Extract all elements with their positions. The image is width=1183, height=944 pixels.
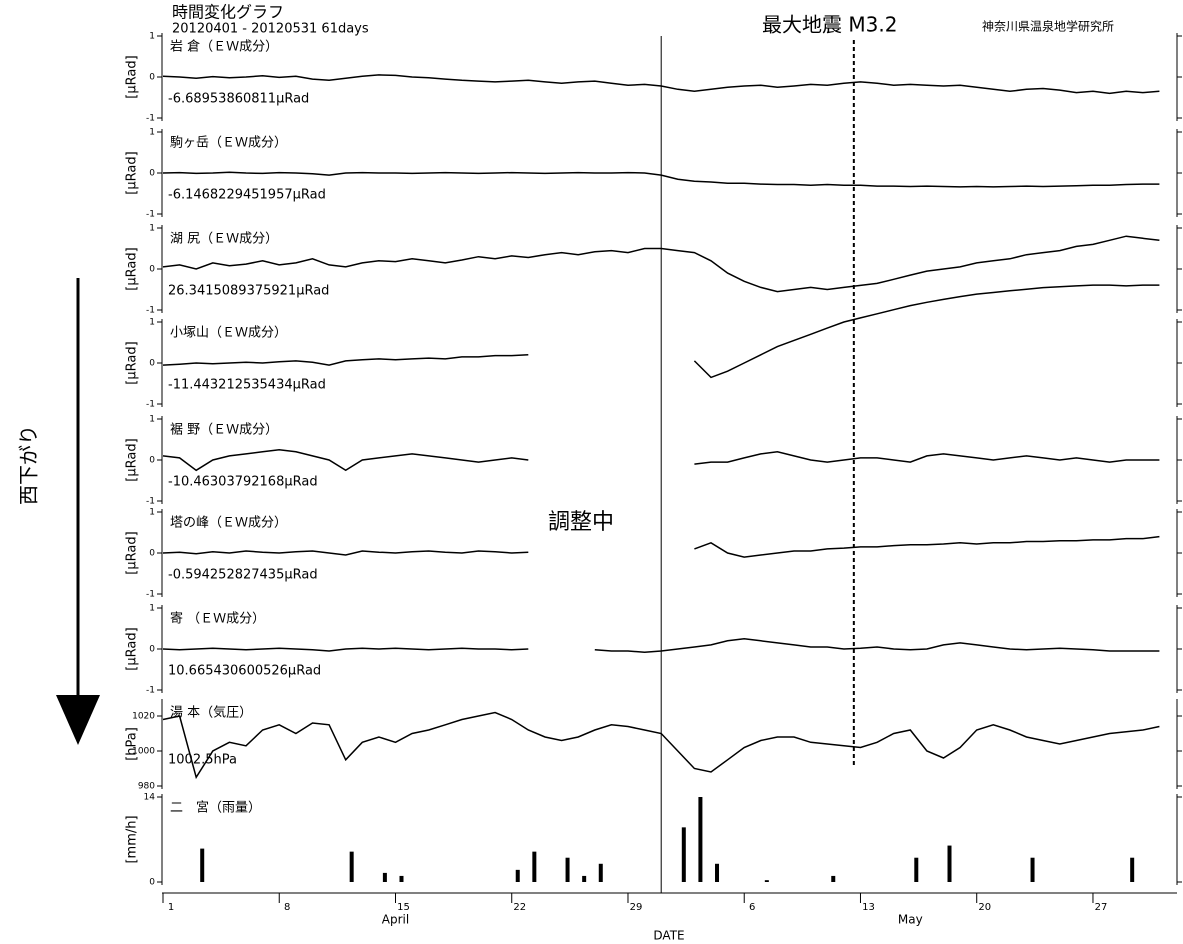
y-tick-label: 1: [149, 604, 155, 614]
y-tick-label: 14: [144, 793, 156, 803]
x-axis-label: DATE: [653, 929, 684, 943]
panel-name: 岩 倉（ＥＷ成分）: [170, 40, 278, 55]
series-line: [162, 535, 1160, 558]
institute: 神奈川県温泉地学研究所: [982, 19, 1114, 34]
panel-name: 塔の峰（ＥＷ成分）: [170, 516, 287, 531]
y-tick-label: -1: [146, 400, 155, 410]
panel-name: 駒ヶ岳（ＥＷ成分）: [170, 136, 287, 151]
y-tick-label: 1000: [132, 747, 155, 757]
bar: [1130, 857, 1135, 882]
value-label: -0.594252827435μRad: [168, 568, 318, 583]
value-label: -10.46303792168μRad: [168, 475, 318, 490]
y-tick-label: -1: [146, 686, 155, 696]
value-label: 10.665430600526μRad: [168, 664, 321, 679]
y-tick-label: -1: [146, 114, 155, 124]
bar: [532, 851, 537, 882]
x-tick-label: 27: [1095, 902, 1108, 913]
y-axis-label: [μRad]: [125, 247, 140, 290]
y-axis-label: [μRad]: [125, 627, 140, 670]
x-tick-label: 6: [749, 902, 755, 913]
value-label: -6.68953860811μRad: [168, 92, 309, 107]
bar: [947, 845, 952, 882]
y-tick-label: 1: [149, 508, 155, 518]
y-tick-label: 0: [149, 645, 155, 655]
panel-name: 湖 尻（ＥＷ成分）: [170, 232, 278, 247]
y-tick-label: 0: [149, 169, 155, 179]
direction-label: 西下がり: [17, 425, 41, 505]
earthquake-label: 最大地震 M3.2: [762, 13, 897, 37]
series-line: [162, 638, 1160, 654]
y-tick-label: -1: [146, 210, 155, 220]
y-axis-label: [μRad]: [125, 341, 140, 384]
y-tick-label: 1020: [132, 712, 155, 722]
y-tick-label: 1: [149, 128, 155, 138]
value-label: 26.3415089375921μRad: [168, 284, 329, 299]
value-label: -6.1468229451957μRad: [168, 188, 326, 203]
y-tick-label: 0: [149, 456, 155, 466]
y-tick-label: 1: [149, 32, 155, 42]
panel-name: 裾 野（ＥＷ成分）: [170, 423, 278, 438]
status-label: 調整中: [548, 510, 614, 535]
y-axis-label: [μRad]: [125, 151, 140, 194]
series-line: [162, 284, 1160, 379]
bar: [382, 872, 387, 882]
chart-subtitle: 20120401 - 20120531 61days: [172, 22, 369, 37]
y-axis-label: [μRad]: [125, 55, 140, 98]
bar: [681, 827, 686, 882]
bar: [764, 880, 769, 882]
bar: [698, 797, 703, 882]
x-tick-label: 1: [168, 902, 174, 913]
month-label: May: [898, 913, 923, 927]
x-tick-label: 13: [862, 902, 875, 913]
x-tick-label: 20: [978, 902, 991, 913]
panel-name: 湯 本（気圧）: [170, 705, 252, 721]
y-axis-label: [μRad]: [125, 438, 140, 481]
bar: [200, 848, 205, 882]
bar: [831, 875, 836, 882]
value-label: -11.443212535434μRad: [168, 378, 326, 393]
y-tick-label: 0: [149, 549, 155, 559]
y-tick-label: 0: [149, 73, 155, 83]
chart-title: 時間変化グラフ: [172, 3, 284, 22]
bar: [715, 863, 720, 882]
x-tick-label: 29: [630, 902, 643, 913]
y-tick-label: 1: [149, 224, 155, 234]
bar: [598, 863, 603, 882]
month-label: April: [382, 913, 409, 927]
y-tick-label: -1: [146, 590, 155, 600]
y-tick-label: 980: [138, 782, 155, 792]
x-tick-label: 22: [513, 902, 526, 913]
bar: [349, 851, 354, 882]
bar: [1030, 857, 1035, 882]
y-axis-label: [μRad]: [125, 531, 140, 574]
y-tick-label: -1: [146, 497, 155, 507]
bar: [515, 869, 520, 882]
y-tick-label: -1: [146, 306, 155, 316]
x-tick-label: 15: [397, 902, 410, 913]
y-tick-label: 1: [149, 415, 155, 425]
panel-name: 小塚山（ＥＷ成分）: [170, 326, 287, 341]
y-tick-label: 0: [149, 359, 155, 369]
panel-name: 寄 （ＥＷ成分）: [170, 611, 265, 627]
value-label: 1002.5hPa: [168, 753, 237, 768]
y-tick-label: 0: [149, 878, 155, 888]
bar: [582, 875, 587, 882]
y-tick-label: 1: [149, 318, 155, 328]
y-axis-label: [mm/h]: [125, 815, 140, 863]
y-tick-label: 0: [149, 265, 155, 275]
series-line: [162, 449, 1160, 472]
bar: [565, 857, 570, 882]
bar: [914, 857, 919, 882]
direction-arrowhead: [56, 695, 100, 745]
bar: [399, 875, 404, 882]
panel-name: 二 宮（雨量）: [170, 800, 261, 816]
y-axis-label: [hPa]: [125, 727, 140, 761]
x-tick-label: 8: [284, 902, 290, 913]
